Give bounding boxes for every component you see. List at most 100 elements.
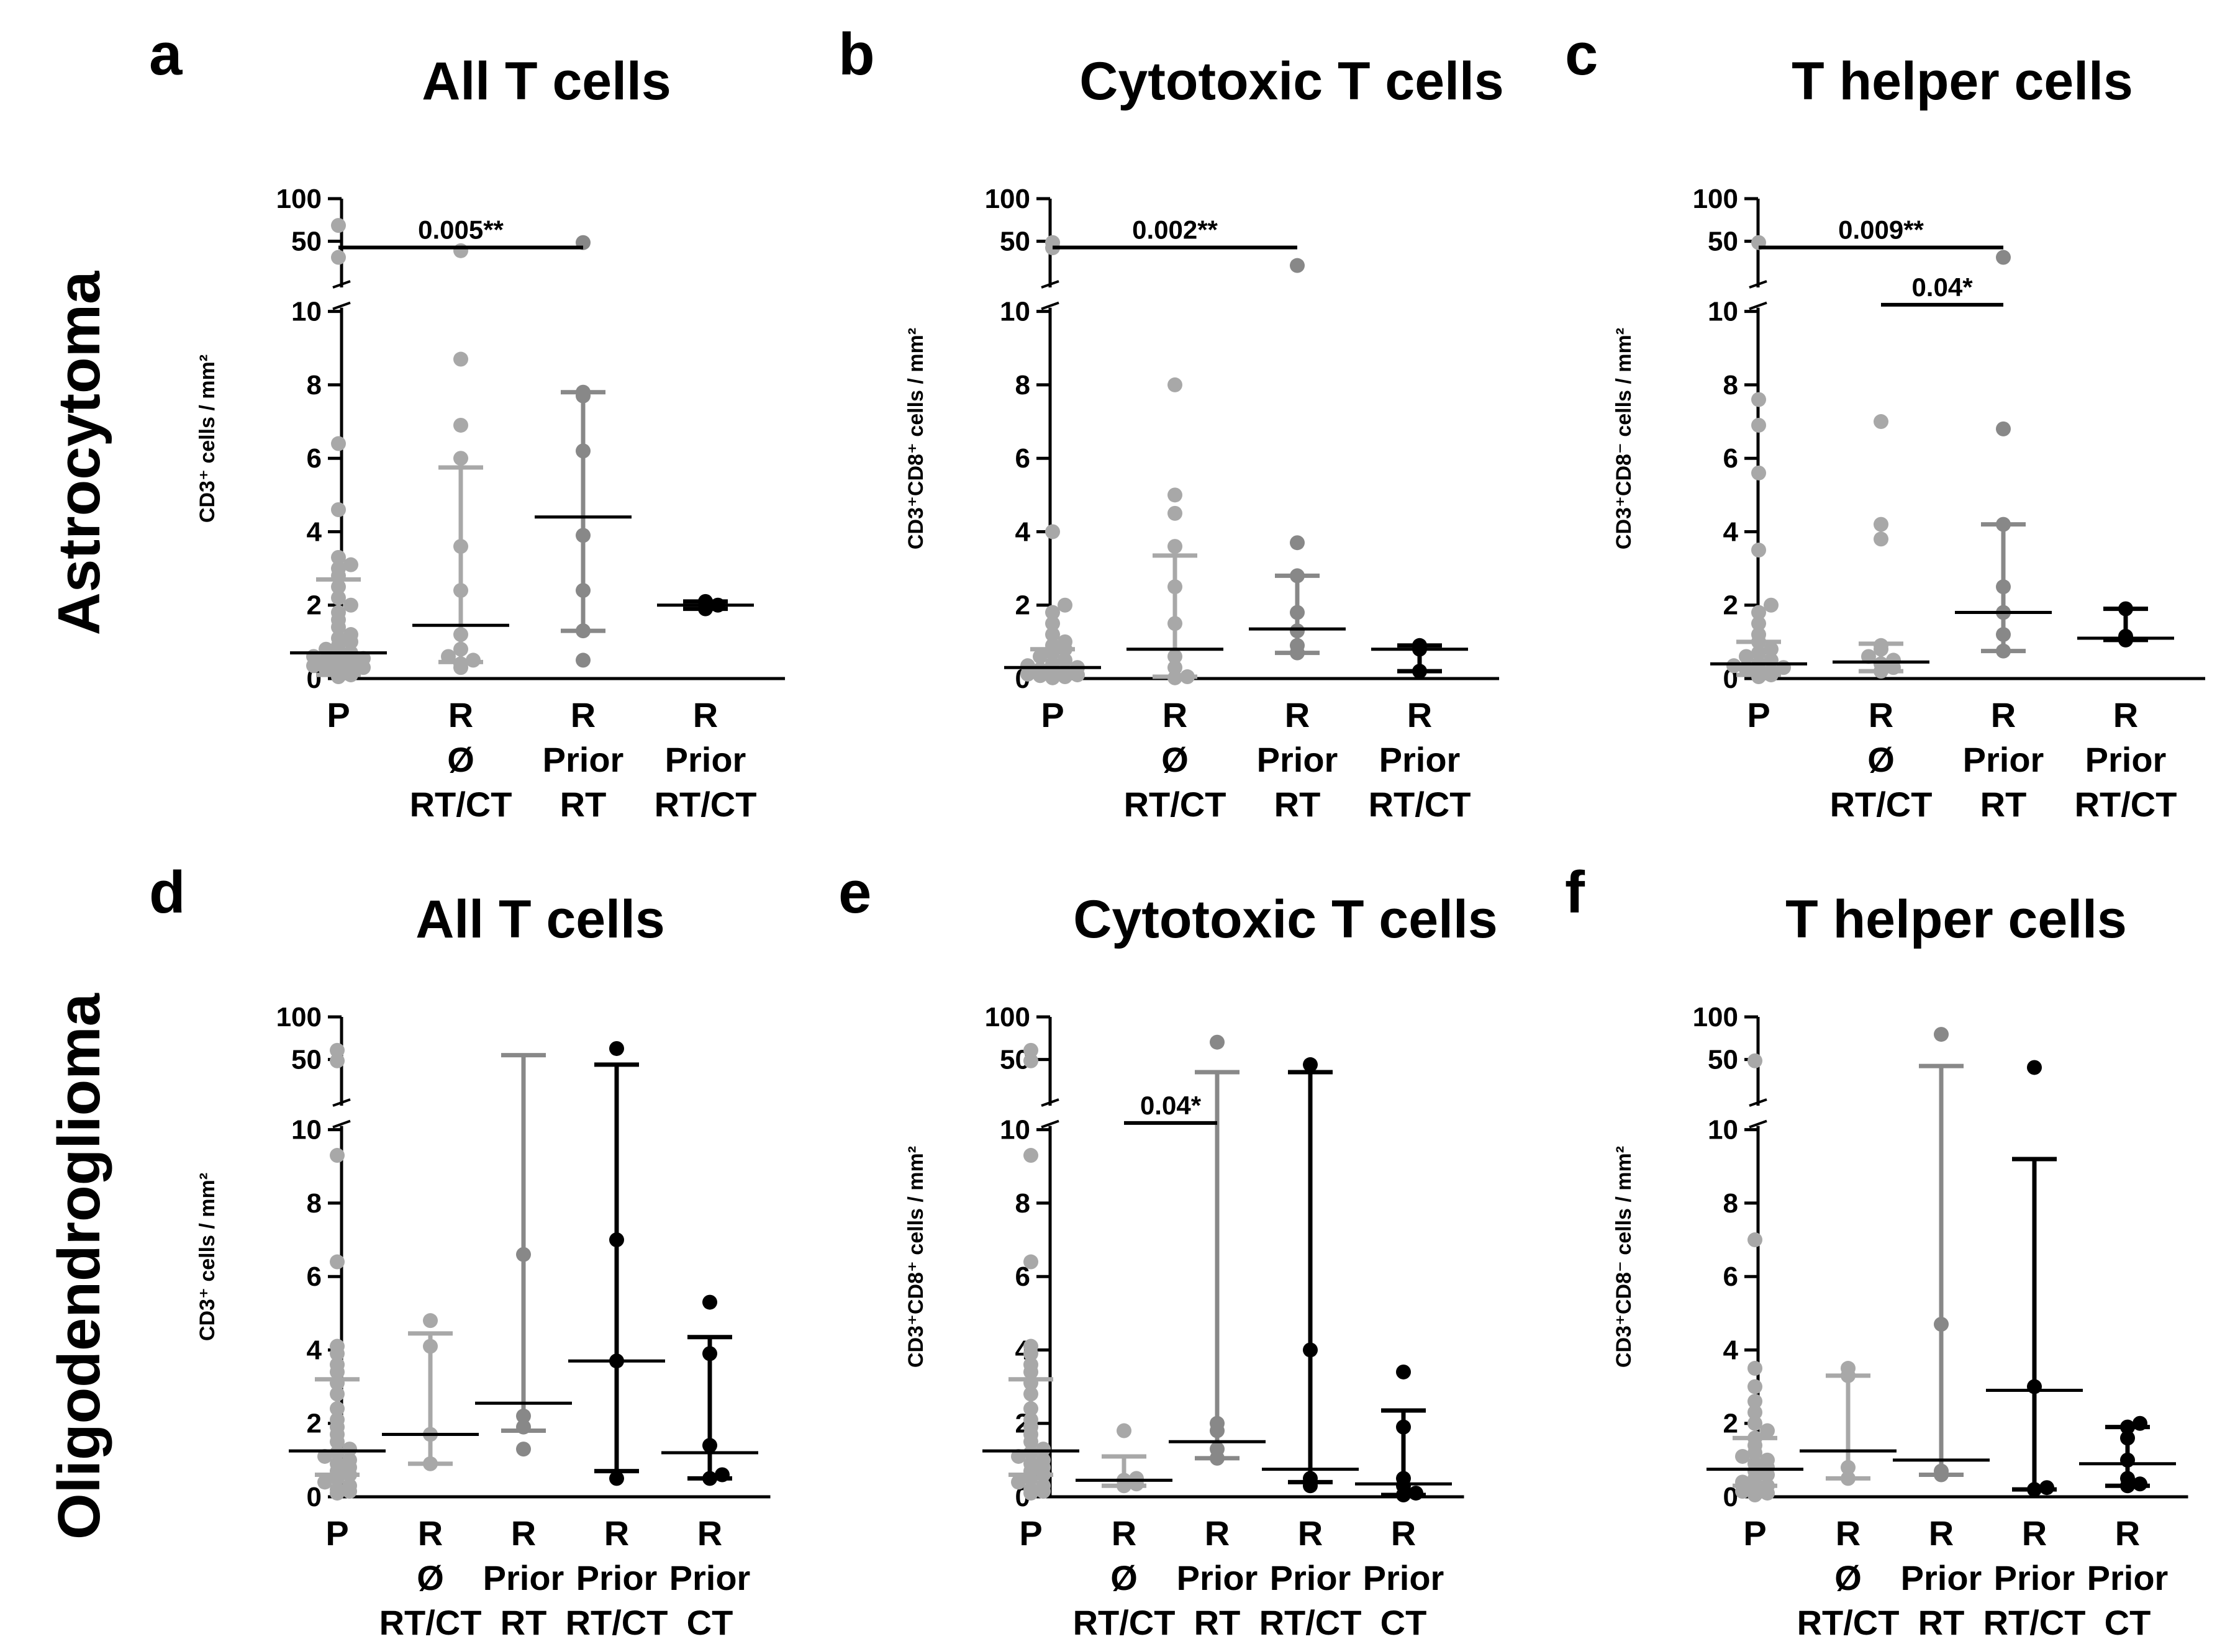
data-point: [1023, 1386, 1038, 1402]
significance-label: 0.009**: [1838, 215, 1924, 245]
axis-break: [1041, 301, 1059, 310]
data-point: [516, 1247, 531, 1262]
data-point: [2120, 1430, 2135, 1446]
x-category-label: R: [1163, 695, 1187, 734]
data-point: [1996, 627, 2011, 643]
y-tick-label: 6: [1723, 443, 1738, 474]
significance-label: 0.002**: [1132, 215, 1218, 245]
data-point: [453, 243, 468, 258]
data-point: [1303, 1342, 1318, 1358]
group-1: RØ RT/CT: [1797, 1361, 1899, 1642]
data-point: [1747, 1415, 1762, 1431]
data-point: [331, 579, 346, 595]
data-point: [1747, 1394, 1762, 1409]
data-point: [1886, 652, 1901, 668]
data-point: [1735, 1474, 1750, 1490]
group-4: R Prior CT: [2079, 1415, 2176, 1642]
data-point: [1290, 638, 1305, 653]
x-category-label: R: [604, 1514, 629, 1553]
group-3: R Prior RT/CT: [2075, 601, 2177, 824]
y-tick-label: 6: [307, 1262, 322, 1292]
data-point: [1751, 417, 1766, 433]
y-axis-label: CD3⁺CD8⁻ cells / mm²: [1612, 328, 1636, 549]
data-point: [330, 1482, 345, 1497]
data-point: [453, 627, 468, 643]
y-tick-label: 8: [1015, 1188, 1030, 1219]
data-point: [2120, 1471, 2135, 1486]
data-point: [1045, 638, 1060, 653]
y-tick-label: 8: [1015, 370, 1030, 400]
data-point: [453, 451, 468, 466]
data-point: [1023, 1357, 1038, 1373]
data-point: [702, 1294, 717, 1310]
data-point: [330, 1445, 345, 1461]
data-point: [1011, 1474, 1026, 1490]
data-point: [1210, 1415, 1225, 1431]
x-category-label: R: [1298, 1514, 1323, 1553]
data-point: [1303, 1057, 1318, 1072]
y-tick-label: 50: [291, 227, 322, 257]
axis-break: [1749, 1119, 1767, 1129]
data-point: [1167, 505, 1182, 521]
data-point: [1760, 1478, 1775, 1494]
x-category-label: RT/CT: [1124, 785, 1226, 824]
data-point: [1747, 1379, 1762, 1394]
y-tick-label: 4: [307, 1335, 322, 1365]
data-point: [331, 250, 346, 265]
x-category-label: Prior: [1257, 740, 1338, 779]
data-point: [1210, 1442, 1225, 1457]
x-category-label: P: [1747, 695, 1770, 734]
data-point: [1117, 1423, 1131, 1438]
data-point: [343, 557, 358, 572]
data-point: [1023, 1412, 1038, 1427]
row-label-astrocytoma: Astrocytoma: [46, 271, 112, 635]
data-point: [330, 1456, 345, 1471]
data-point: [1739, 662, 1754, 677]
data-point: [1036, 1442, 1051, 1457]
y-tick-label: 8: [1723, 370, 1738, 400]
chart-title: Cytotoxic T cells: [1079, 52, 1503, 111]
x-category-label: R: [511, 1514, 536, 1553]
group-0: P: [289, 1042, 386, 1553]
data-point: [331, 561, 346, 576]
y-axis-label: CD3⁺ cells / mm²: [196, 1173, 219, 1341]
data-point: [466, 652, 481, 668]
group-0: P: [1706, 1053, 1803, 1553]
y-tick-label: 6: [1015, 443, 1030, 474]
x-category-label: R: [1836, 1514, 1861, 1553]
y-tick-label: 50: [291, 1045, 322, 1075]
significance-label: 0.04*: [1140, 1091, 1202, 1120]
data-point: [453, 583, 468, 598]
x-category-label: RT/CT: [379, 1603, 482, 1642]
data-point: [1210, 1034, 1225, 1050]
data-point: [576, 384, 591, 400]
significance-bar: 0.005**: [338, 215, 583, 250]
x-category-label: RT/CT: [1830, 785, 1933, 824]
y-tick-label: 2: [1723, 590, 1738, 621]
y-tick-label: 4: [307, 517, 322, 547]
data-point: [1167, 579, 1182, 595]
data-point: [609, 1040, 624, 1056]
x-category-label: RT: [501, 1603, 547, 1642]
data-point: [1033, 662, 1048, 677]
data-point: [317, 1448, 332, 1464]
group-2: R Prior RT: [475, 1053, 572, 1642]
data-point: [331, 605, 346, 620]
group-2: R Prior RT: [1893, 1027, 1990, 1642]
group-1: RØ RT/CT: [1073, 1423, 1175, 1642]
group-1: RØ RT/CT: [1124, 377, 1226, 824]
significance-bar: 0.04*: [1124, 1091, 1217, 1125]
x-category-label: Prior: [576, 1558, 658, 1597]
data-point: [1023, 1482, 1038, 1497]
data-point: [1058, 652, 1072, 668]
data-point: [330, 1042, 345, 1058]
data-point: [330, 1412, 345, 1427]
data-point: [1167, 670, 1182, 685]
data-point: [2133, 1476, 2147, 1492]
data-point: [1996, 517, 2011, 532]
x-category-label: RT/CT: [655, 785, 757, 824]
data-point: [1023, 1254, 1038, 1270]
x-category-label: Prior: [1270, 1558, 1351, 1597]
data-point: [516, 1408, 531, 1424]
